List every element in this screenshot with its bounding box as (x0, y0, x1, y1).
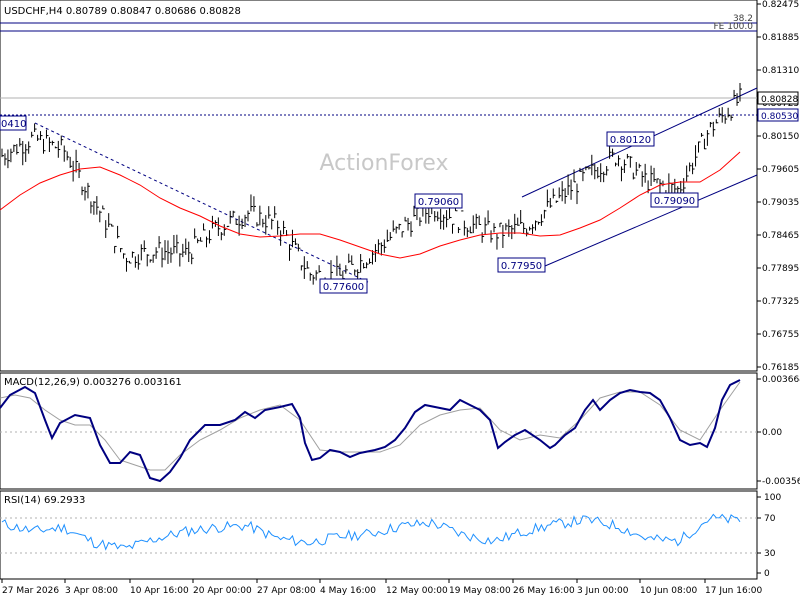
time-axis-label: 26 May 16:00 (513, 586, 575, 596)
price-axis-label: 0.79035 (762, 198, 799, 208)
support-price-tag-text: 0.80530 (761, 112, 798, 122)
time-axis: 27 Mar 2026 3 Apr 08:00 10 Apr 16:00 20 Apr… (1, 579, 762, 596)
time-axis-label: 3 Apr 08:00 (65, 586, 118, 596)
time-axis-label: 10 Apr 16:00 (130, 586, 189, 596)
annotation-0-79060: 0.79060 (414, 193, 463, 209)
time-axis-label: 19 May 08:00 (449, 586, 511, 596)
macd-axis-label: 0.003664 (762, 375, 800, 385)
channel-lower-line (544, 174, 758, 267)
rsi-title: RSI(14) 69.2933 (4, 495, 85, 506)
rsi-axis-label: 100 (764, 493, 781, 503)
price-panel-frame (0, 0, 758, 372)
rsi-axis-label: 30 (764, 549, 776, 559)
price-axis-label: 0.78465 (762, 231, 799, 241)
macd-axis-label: -0.00356 (762, 477, 800, 487)
moving-average-line (0, 151, 741, 259)
annotation-0-79090: 0.79090 (650, 192, 699, 208)
rsi-axis: 100 70 30 0 (757, 493, 781, 579)
support-price-tag: 0.80530 (757, 108, 799, 122)
time-axis-label: 17 Jun 16:00 (705, 586, 762, 596)
annotation-0-77600-text: 0.77600 (323, 282, 364, 293)
price-axis-label: 0.81310 (762, 66, 799, 76)
annotation-0-80120: 0.80120 (606, 131, 655, 147)
annotation-0-80120-text: 0.80120 (610, 135, 651, 146)
macd-panel-frame (0, 372, 758, 490)
macd-axis: 0.003664 0.00 -0.00356 (757, 375, 800, 487)
macd-title: MACD(12,26,9) 0.003276 0.003161 (4, 377, 182, 388)
macd-panel: MACD(12,26,9) 0.003276 0.003161 0.003664… (0, 372, 800, 490)
rsi-axis-label: 0 (764, 569, 770, 579)
price-axis-label: 0.76185 (762, 363, 799, 373)
macd-axis-label: 0.00 (762, 428, 782, 438)
price-axis-label: 0.79605 (762, 165, 799, 175)
level-label-0-80410-text: 0410 (1, 119, 26, 130)
time-axis-label: 3 Jun 00:00 (577, 586, 629, 596)
price-axis: 0.824750.818850.813100.807250.801500.796… (757, 0, 799, 373)
rsi-line (1, 513, 741, 551)
price-axis-label: 0.81885 (762, 33, 799, 43)
time-axis-label: 27 Mar 2026 (2, 586, 59, 596)
annotation-0-77950: 0.77950 (497, 257, 546, 273)
annotation-0-79090-text: 0.79090 (654, 196, 695, 207)
time-axis-label: 27 Apr 08:00 (257, 586, 316, 596)
rsi-axis-label: 70 (764, 514, 776, 524)
current-price-tag-text: 0.80828 (761, 95, 798, 105)
time-axis-label: 20 Apr 00:00 (193, 586, 252, 596)
price-panel: ActionForex USDCHF,H4 0.80789 0.80847 0.… (0, 0, 799, 373)
annotation-0-77950-text: 0.77950 (501, 261, 542, 272)
descending-trendline (34, 122, 371, 284)
level-label-0-80410: 0410 (0, 115, 27, 131)
price-axis-label: 0.82475 (762, 0, 799, 10)
rsi-panel-frame (0, 490, 758, 580)
time-axis-label: 10 Jun 08:00 (640, 586, 697, 596)
fib-label-fe-100: FE 100.0 (714, 22, 754, 32)
fib-label-38-2: 38.2 (733, 14, 753, 24)
time-axis-label: 12 May 00:00 (386, 586, 448, 596)
price-axis-label: 0.76755 (762, 330, 799, 340)
annotation-0-77600: 0.77600 (319, 278, 368, 294)
watermark: ActionForex (320, 151, 449, 176)
rsi-panel: RSI(14) 69.2933 100 70 30 0 (0, 490, 781, 580)
price-axis-label: 0.77325 (762, 297, 799, 307)
current-price-tag: 0.80828 (757, 91, 799, 105)
chart-title: USDCHF,H4 0.80789 0.80847 0.80686 0.8082… (4, 6, 241, 17)
price-axis-label: 0.77895 (762, 264, 799, 274)
macd-main-line (0, 379, 741, 483)
annotation-0-79060-text: 0.79060 (418, 197, 459, 208)
time-axis-label: 4 May 16:00 (320, 586, 376, 596)
price-axis-label: 0.80150 (762, 132, 799, 142)
